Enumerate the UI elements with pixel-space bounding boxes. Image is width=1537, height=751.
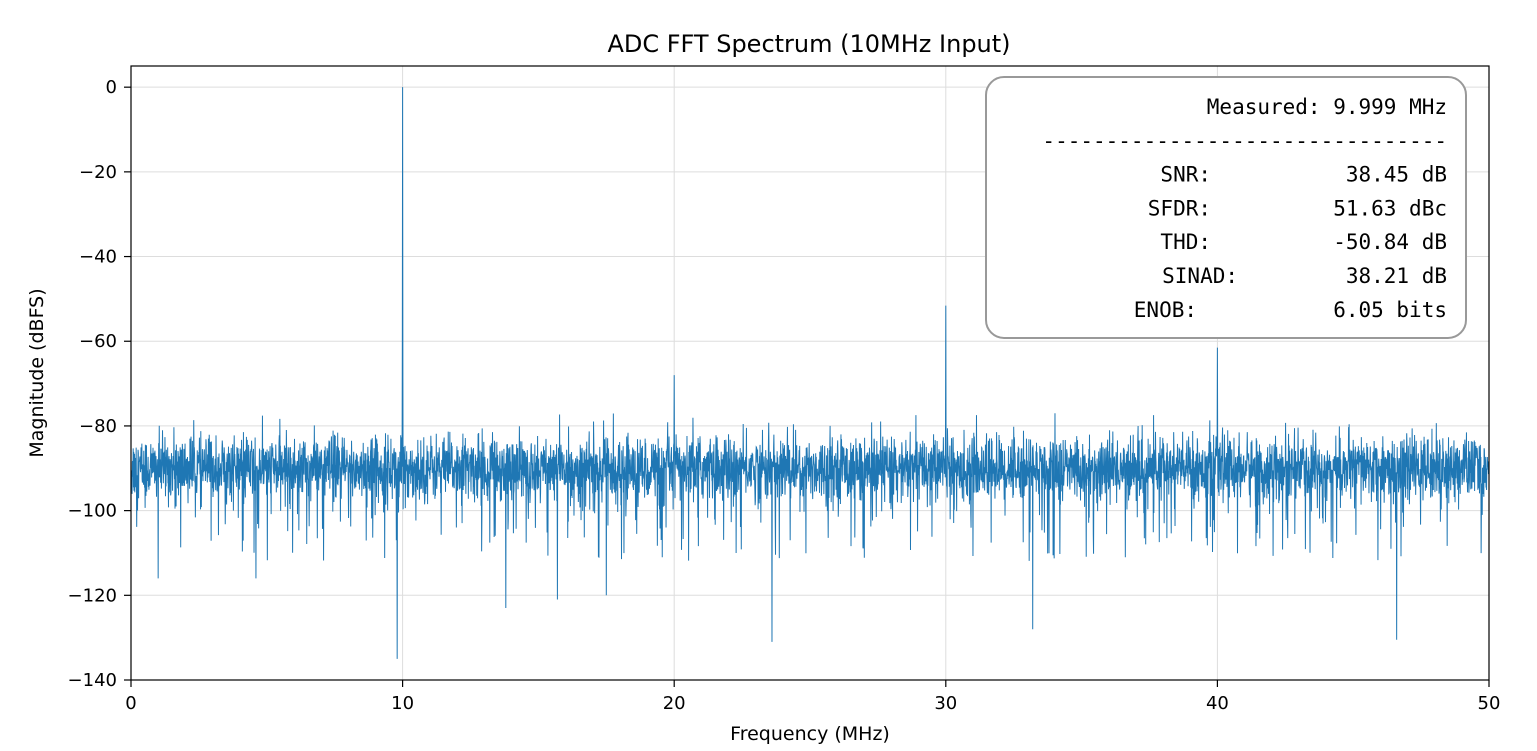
chart-title: ADC FFT Spectrum (10MHz Input) <box>607 30 1010 58</box>
y-tick-label: −140 <box>68 670 117 691</box>
y-tick-label: −80 <box>79 416 117 437</box>
annotation-frame <box>985 76 1467 339</box>
annotation-label: SINAD: <box>1162 264 1238 288</box>
x-axis: 0 10 20 30 40 50 <box>125 680 1500 714</box>
annotation-measured: Measured: 9.999 MHz <box>1207 95 1447 119</box>
annotation-value: 38.45 dB <box>1346 163 1447 187</box>
annotation-value: 6.05 bits <box>1333 298 1447 322</box>
x-tick-label: 30 <box>934 693 957 714</box>
y-tick-label: 0 <box>106 77 117 98</box>
x-axis-label: Frequency (MHz) <box>730 723 890 745</box>
metrics-annotation-box: Measured: 9.999 MHz ---------------------… <box>985 76 1467 339</box>
annotation-value: -50.84 dB <box>1333 230 1447 254</box>
y-tick-label: −100 <box>68 501 117 522</box>
y-tick-label: −120 <box>68 585 117 606</box>
y-axis: 0 −20 −40 −60 −80 −100 −120 −140 <box>68 77 131 691</box>
x-tick-label: 10 <box>391 693 414 714</box>
x-tick-label: 50 <box>1478 693 1501 714</box>
spectrum-series-line <box>131 87 1489 659</box>
x-tick-label: 20 <box>663 693 686 714</box>
x-tick-label: 0 <box>125 693 136 714</box>
y-tick-label: −40 <box>79 247 117 268</box>
annotation-label: SFDR: <box>1148 196 1211 220</box>
annotation-separator: -------------------------------- <box>1042 129 1447 153</box>
annotation-label: THD: <box>1160 230 1211 254</box>
annotation-value: 38.21 dB <box>1346 264 1447 288</box>
annotation-label: ENOB: <box>1134 298 1197 322</box>
y-tick-label: −60 <box>79 331 117 352</box>
y-tick-label: −20 <box>79 162 117 183</box>
annotation-value: 51.63 dBc <box>1333 196 1447 220</box>
annotation-label: SNR: <box>1160 163 1211 187</box>
x-tick-label: 40 <box>1206 693 1229 714</box>
y-axis-label: Magnitude (dBFS) <box>26 288 48 457</box>
plot-frame <box>130 65 1490 681</box>
